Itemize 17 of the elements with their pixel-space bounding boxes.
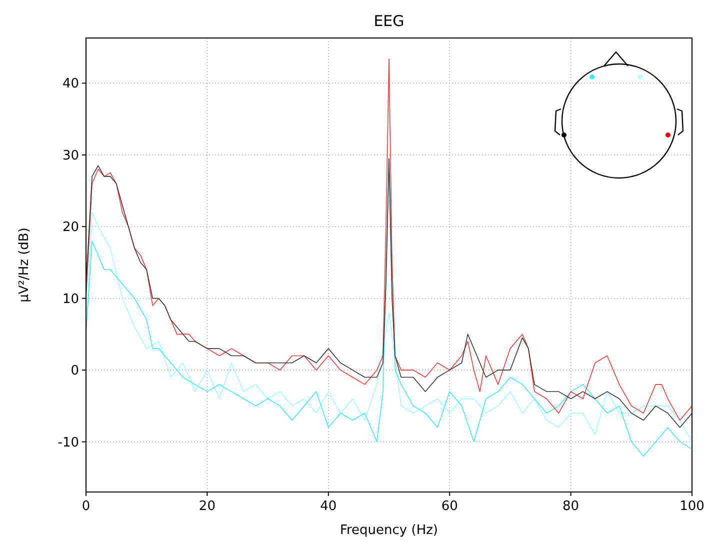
chart-title: EEG [374,12,404,30]
y-tick-label: 30 [62,148,79,164]
y-tick-label: 0 [70,364,79,379]
x-tick-label: 80 [562,499,580,514]
x-tick-label: 0 [82,499,90,514]
y-tick-label: 10 [62,292,79,307]
line-series [86,58,692,421]
line-series [86,212,692,442]
y-tick-label: 20 [62,220,79,236]
y-axis-title: µV²/Hz (dB) [17,228,32,302]
x-tick-label: 60 [441,499,458,514]
x-tick-label: 100 [680,499,704,514]
x-axis-title: Frequency (Hz) [340,523,438,538]
y-tick-label: -10 [58,435,79,450]
x-tick-label: 20 [198,499,216,514]
y-tick-label: 40 [62,76,79,92]
x-tick-label: 40 [320,499,337,514]
